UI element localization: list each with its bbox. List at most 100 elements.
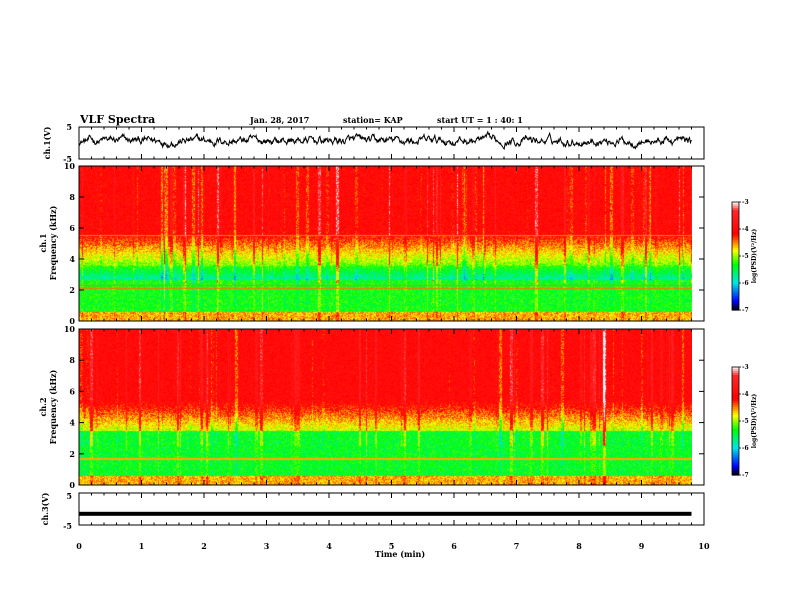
ch1-colorbar-segment-23 <box>732 248 739 251</box>
ch1-spectrogram-panel: 0 2 4 6 8 10 ch.1 Frequency (kHz) <box>38 161 705 326</box>
ch1-colorbar-segment-31 <box>732 264 739 267</box>
ch1-colorbar-segment-35 <box>732 272 739 275</box>
ch1-colorbar-segment-22 <box>732 246 739 249</box>
start-time-label: start UT = 1 : 40: 1 <box>437 115 523 125</box>
ch2-colorbar-segment-33 <box>732 433 739 436</box>
ch2-colorbar-segment-34 <box>732 435 739 438</box>
ch1-colorbar-segment-37 <box>732 276 739 279</box>
xtick-label-2: 2 <box>201 541 207 551</box>
ch2-spectrogram-image <box>79 329 692 485</box>
ch2-colorbar-segment-19 <box>732 405 739 408</box>
ch2-colorbar-segment-4 <box>732 375 739 378</box>
time-x-axis-label: Time (min) <box>375 549 425 559</box>
ch1-colorbar-segment-34 <box>732 270 739 273</box>
ch1-ytick-bottom: -5 <box>63 154 72 164</box>
ch1-colorbar-tick-label-1: -6 <box>742 280 749 287</box>
ch1-colorbar-tick-label-3: -4 <box>742 226 749 233</box>
station-label: station= KAP <box>343 115 403 125</box>
ch2-colorbar-segment-40 <box>732 447 739 450</box>
ch2-colorbar-segment-52 <box>732 471 739 474</box>
ch2-colorbar: -7 -6 -5 -4 -3 log(PSD)(V²/Hz) <box>731 364 758 479</box>
ch2-spec-ytick-label-2: 4 <box>69 418 75 428</box>
ch1-colorbar-segment-24 <box>732 250 739 253</box>
ch2-colorbar-tick-label-4: -3 <box>742 364 749 371</box>
ch1-colorbar-segment-26 <box>732 254 739 257</box>
ch1-colorbar-segment-51 <box>732 304 739 307</box>
ch2-colorbar-segment-11 <box>732 389 739 392</box>
ch1-colorbar-segment-14 <box>732 230 739 233</box>
ch2-colorbar-segment-53 <box>732 473 739 476</box>
ch2-colorbar-segment-37 <box>732 441 739 444</box>
ch1-colorbar-segment-48 <box>732 298 739 301</box>
ch2-colorbar-segment-20 <box>732 407 739 410</box>
ch1-spec-ytick-label-5: 10 <box>64 161 76 171</box>
ch2-colorbar-segment-31 <box>732 429 739 432</box>
ch2-colorbar-segment-22 <box>732 411 739 414</box>
ch1-colorbar-segment-4 <box>732 210 739 213</box>
time-x-axis: 0 1 2 3 4 5 6 7 8 9 10 <box>76 127 710 551</box>
ch1-colorbar-segment-16 <box>732 234 739 237</box>
ch1-colorbar-segment-27 <box>732 256 739 259</box>
ch1-colorbar-segment-13 <box>732 228 739 231</box>
ch1-colorbar-segment-5 <box>732 212 739 215</box>
xtick-label-4: 4 <box>326 541 332 551</box>
ch1-colorbar-segment-11 <box>732 224 739 227</box>
ch2-colorbar-segment-38 <box>732 443 739 446</box>
ch1-spec-ytick-label-0: 0 <box>69 316 75 326</box>
ch1-colorbar-segment-33 <box>732 268 739 271</box>
ch2-colorbar-segment-6 <box>732 379 739 382</box>
ch2-spec-ytick-label-1: 2 <box>69 449 75 459</box>
ch1-colorbar-segment-0 <box>732 202 739 205</box>
ch2-colorbar-tick-label-2: -5 <box>742 418 749 425</box>
ch2-colorbar-segment-21 <box>732 409 739 412</box>
ch2-spec-ytick-label-3: 6 <box>69 386 75 396</box>
ch1-spec-ytick-label-2: 4 <box>69 254 75 264</box>
ch1-colorbar-segment-39 <box>732 280 739 283</box>
ch2-colorbar-segment-49 <box>732 465 739 468</box>
ch2-colorbar-segment-9 <box>732 385 739 388</box>
ch2-colorbar-segment-10 <box>732 387 739 390</box>
xtick-label-9: 9 <box>639 541 645 551</box>
ch1-spec-ytick-label-1: 2 <box>69 285 75 295</box>
ch1-colorbar-segment-42 <box>732 286 739 289</box>
ch1-colorbar-segment-29 <box>732 260 739 263</box>
ch2-colorbar-segment-51 <box>732 469 739 472</box>
xtick-label-8: 8 <box>576 541 582 551</box>
ch2-colorbar-segment-32 <box>732 431 739 434</box>
ch2-colorbar-segment-16 <box>732 399 739 402</box>
ch1-colorbar-segment-53 <box>732 308 739 311</box>
ch1-colorbar-segment-21 <box>732 244 739 247</box>
ch1-colorbar-segment-10 <box>732 222 739 225</box>
ch2-colorbar-segment-41 <box>732 449 739 452</box>
ch2-colorbar-segment-30 <box>732 427 739 430</box>
ch2-colorbar-segment-48 <box>732 463 739 466</box>
ch2-colorbar-segment-24 <box>732 415 739 418</box>
ch1-colorbar-segment-45 <box>732 292 739 295</box>
ch1-colorbar-segment-17 <box>732 236 739 239</box>
ch2-colorbar-tick-label-0: -7 <box>742 472 749 479</box>
ch1-colorbar-tick-label-0: -7 <box>742 307 749 314</box>
ch3-ytick-top: 5 <box>66 491 72 501</box>
ch1-colorbar-segment-36 <box>732 274 739 277</box>
date-label: Jan. 28, 2017 <box>249 115 309 125</box>
ch1-colorbar-segment-15 <box>732 232 739 235</box>
ch2-colorbar-segment-28 <box>732 423 739 426</box>
ch1-colorbar-segment-40 <box>732 282 739 285</box>
ch1-colorbar-tick-label-2: -5 <box>742 253 749 260</box>
ch2-colorbar-segment-29 <box>732 425 739 428</box>
ch2-colorbar-segment-15 <box>732 397 739 400</box>
ch1-colorbar-segment-47 <box>732 296 739 299</box>
ch1-colorbar-segment-9 <box>732 220 739 223</box>
xtick-label-6: 6 <box>451 541 457 551</box>
ch2-spec-ytick-label-5: 10 <box>64 324 76 334</box>
ch1-colorbar-segment-49 <box>732 300 739 303</box>
ch1-waveform-line <box>78 130 692 151</box>
ch2-colorbar-segment-25 <box>732 417 739 420</box>
ch1-colorbar-segment-46 <box>732 294 739 297</box>
ch1-colorbar-segment-32 <box>732 266 739 269</box>
ch1-colorbar-segment-28 <box>732 258 739 261</box>
ch1-colorbar-tick-label-4: -3 <box>742 199 749 206</box>
ch1-voltage-ylabel: ch.1(V) <box>42 126 52 159</box>
ch2-colorbar-segment-39 <box>732 445 739 448</box>
ch1-spec-ytick-label-4: 8 <box>69 192 75 202</box>
